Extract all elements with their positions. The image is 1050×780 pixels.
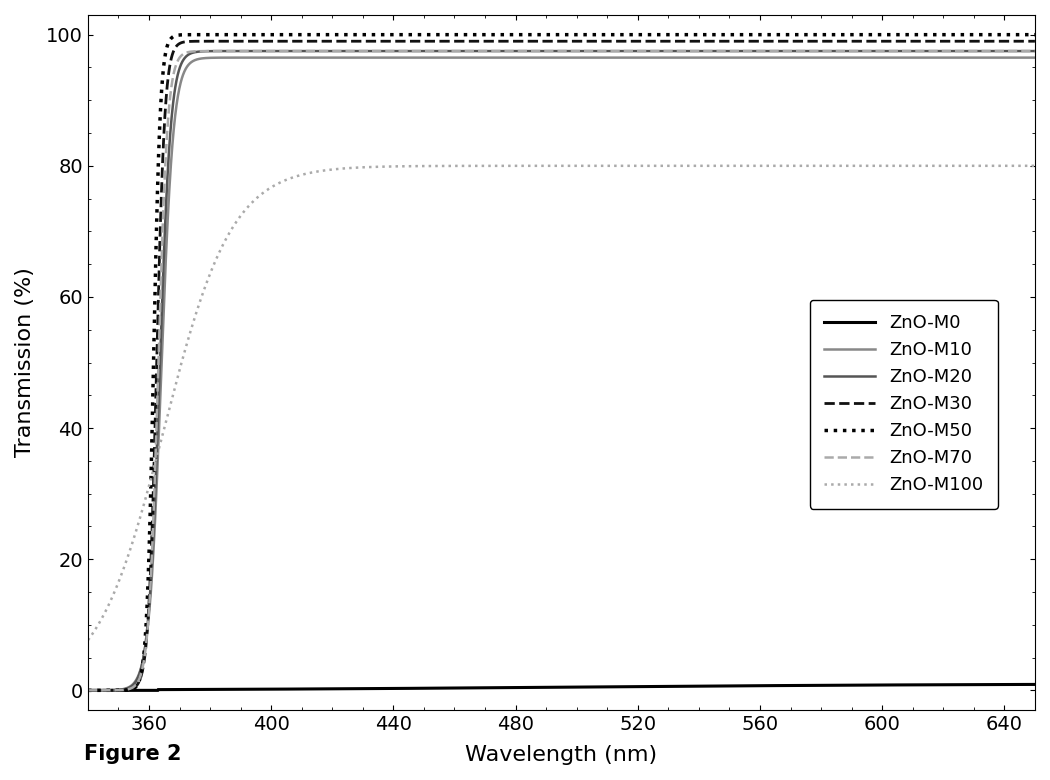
- ZnO-M100: [82, 636, 94, 645]
- ZnO-M70: [802, 46, 815, 55]
- ZnO-M20: [374, 46, 386, 55]
- ZnO-M10: [232, 53, 245, 62]
- ZnO-M0: [232, 685, 245, 694]
- ZnO-M30: [300, 37, 313, 46]
- Line: ZnO-M100: ZnO-M100: [88, 166, 1035, 640]
- ZnO-M10: [1029, 53, 1042, 62]
- Text: Figure 2: Figure 2: [84, 744, 182, 764]
- ZnO-M20: [82, 686, 94, 695]
- Line: ZnO-M0: ZnO-M0: [88, 684, 1035, 690]
- ZnO-M20: [358, 46, 371, 55]
- ZnO-M0: [374, 684, 386, 693]
- ZnO-M100: [374, 162, 386, 172]
- Line: ZnO-M20: ZnO-M20: [88, 51, 1035, 690]
- ZnO-M50: [980, 30, 992, 39]
- ZnO-M10: [82, 686, 94, 695]
- Line: ZnO-M10: ZnO-M10: [88, 58, 1035, 690]
- X-axis label: Wavelength (nm): Wavelength (nm): [465, 745, 657, 765]
- ZnO-M30: [374, 37, 386, 46]
- ZnO-M70: [151, 388, 164, 397]
- ZnO-M70: [232, 46, 245, 55]
- ZnO-M100: [1029, 161, 1042, 171]
- ZnO-M70: [980, 46, 992, 55]
- ZnO-M30: [614, 37, 627, 46]
- ZnO-M70: [324, 46, 337, 55]
- ZnO-M100: [802, 161, 815, 171]
- ZnO-M10: [802, 53, 815, 62]
- ZnO-M100: [613, 161, 626, 171]
- ZnO-M10: [980, 53, 992, 62]
- ZnO-M30: [232, 37, 245, 46]
- ZnO-M30: [1029, 37, 1042, 46]
- ZnO-M50: [614, 30, 627, 39]
- ZnO-M20: [802, 46, 815, 55]
- ZnO-M0: [613, 682, 626, 691]
- Line: ZnO-M70: ZnO-M70: [88, 51, 1035, 690]
- ZnO-M10: [379, 53, 392, 62]
- ZnO-M50: [82, 686, 94, 695]
- Line: ZnO-M50: ZnO-M50: [88, 34, 1035, 690]
- ZnO-M50: [232, 30, 245, 39]
- ZnO-M100: [980, 161, 992, 171]
- ZnO-M10: [614, 53, 627, 62]
- ZnO-M30: [82, 686, 94, 695]
- Line: ZnO-M30: ZnO-M30: [88, 41, 1035, 690]
- ZnO-M10: [151, 463, 164, 472]
- ZnO-M0: [802, 681, 815, 690]
- ZnO-M100: [232, 215, 245, 224]
- ZnO-M10: [374, 53, 386, 62]
- Legend: ZnO-M0, ZnO-M10, ZnO-M20, ZnO-M30, ZnO-M50, ZnO-M70, ZnO-M100: ZnO-M0, ZnO-M10, ZnO-M20, ZnO-M30, ZnO-M…: [810, 300, 998, 509]
- ZnO-M50: [1029, 30, 1042, 39]
- ZnO-M20: [980, 46, 992, 55]
- ZnO-M20: [151, 427, 164, 437]
- ZnO-M50: [374, 30, 386, 39]
- Y-axis label: Transmission (%): Transmission (%): [15, 268, 35, 457]
- ZnO-M50: [151, 186, 164, 196]
- ZnO-M50: [272, 30, 285, 39]
- ZnO-M0: [980, 680, 992, 690]
- ZnO-M70: [1029, 46, 1042, 55]
- ZnO-M20: [232, 46, 245, 55]
- ZnO-M30: [151, 326, 164, 335]
- ZnO-M70: [82, 686, 94, 695]
- ZnO-M20: [1029, 46, 1042, 55]
- ZnO-M70: [614, 46, 627, 55]
- ZnO-M70: [374, 46, 386, 55]
- ZnO-M0: [151, 686, 164, 695]
- ZnO-M20: [614, 46, 627, 55]
- ZnO-M100: [151, 449, 164, 459]
- ZnO-M50: [802, 30, 815, 39]
- ZnO-M0: [1029, 679, 1042, 689]
- ZnO-M30: [980, 37, 992, 46]
- ZnO-M30: [802, 37, 815, 46]
- ZnO-M0: [82, 686, 94, 695]
